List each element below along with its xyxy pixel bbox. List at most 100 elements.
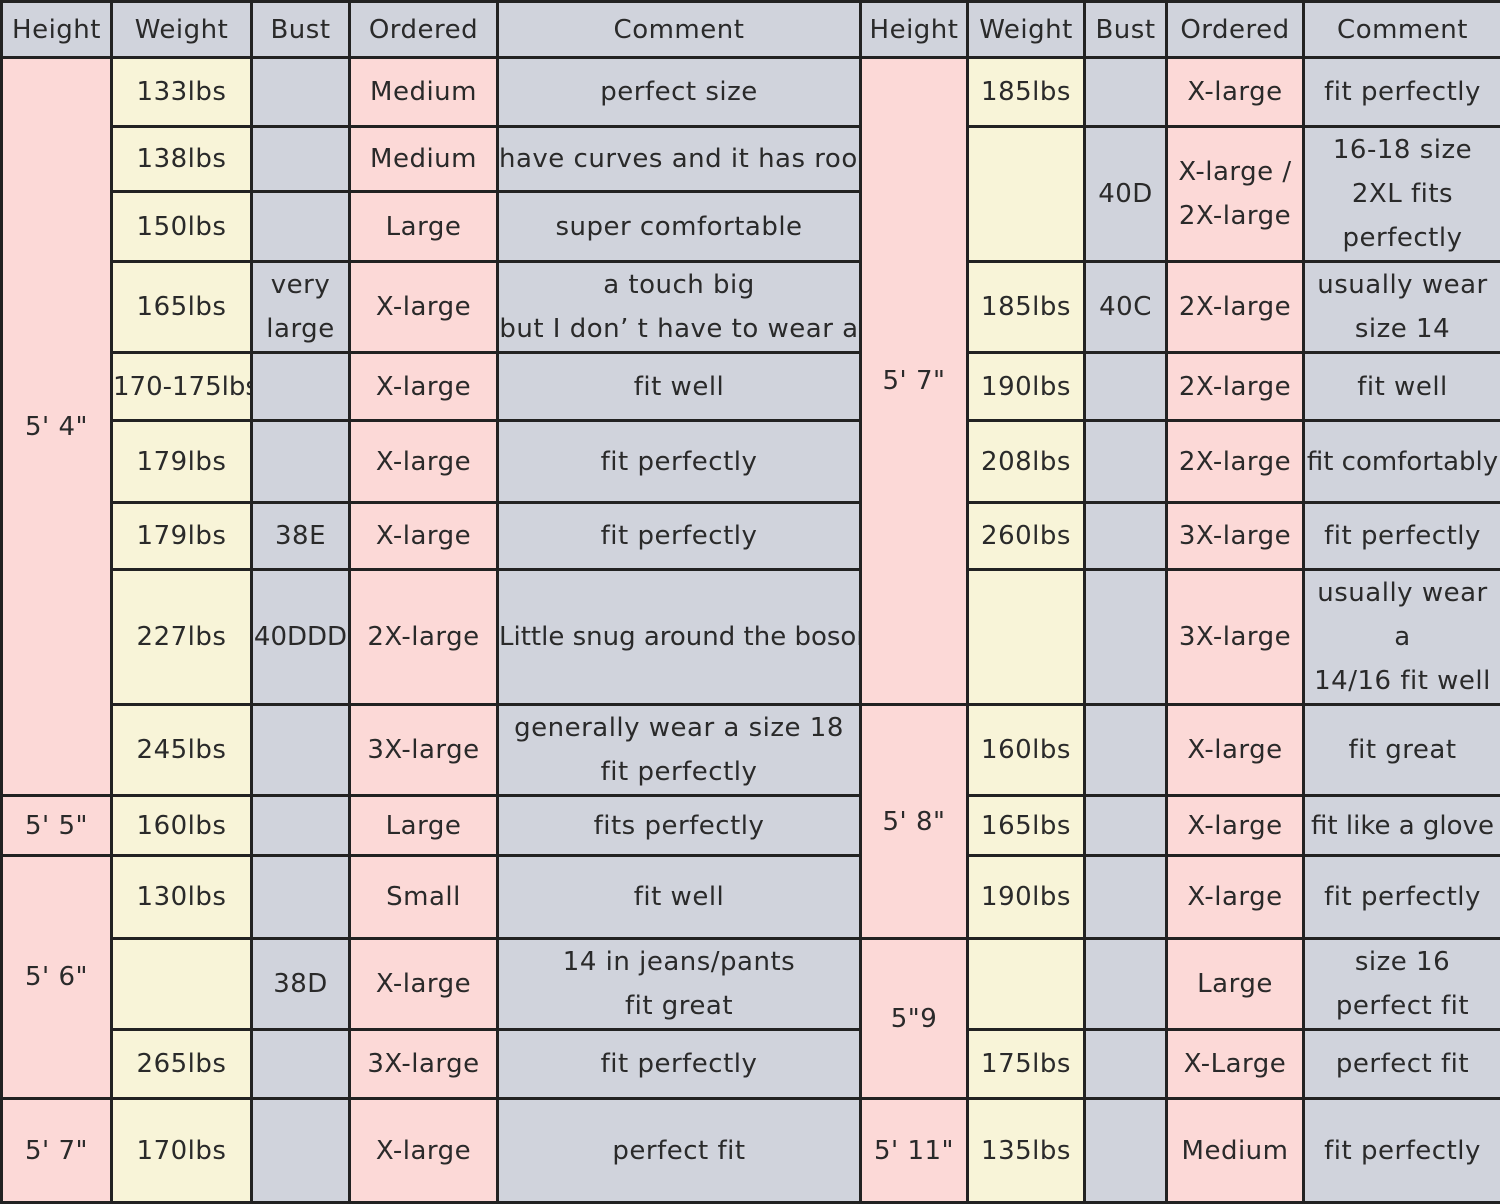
comment-cell: generally wear a size 18 fit perfectly — [498, 705, 861, 796]
weight-cell — [968, 570, 1085, 705]
bust-cell — [1085, 353, 1167, 421]
comment-cell: perfect size — [498, 58, 861, 127]
ordered-cell: 3X-large — [350, 1030, 498, 1099]
weight-cell: 208lbs — [968, 421, 1085, 503]
header-row: Height Weight Bust Ordered Comment Heigh… — [2, 2, 1500, 58]
bust-cell — [252, 796, 350, 856]
bust-cell — [1085, 503, 1167, 570]
height-cell: 5' 8" — [861, 705, 968, 939]
ordered-cell: Large — [350, 192, 498, 262]
ordered-cell: 3X-large — [350, 705, 498, 796]
table-row: 245lbs 3X-large generally wear a size 18… — [2, 705, 1500, 796]
table-row: 165lbs very large X-large a touch big bu… — [2, 262, 1500, 353]
ordered-cell: X-large — [1167, 705, 1304, 796]
height-cell: 5' 7" — [2, 1099, 112, 1203]
weight-cell: 260lbs — [968, 503, 1085, 570]
comment-cell: fit comfortably — [1304, 421, 1500, 503]
weight-cell: 138lbs — [112, 127, 252, 192]
bust-cell — [252, 1030, 350, 1099]
weight-cell: 160lbs — [112, 796, 252, 856]
ordered-cell: 3X-large — [1167, 503, 1304, 570]
ordered-cell: X-large — [350, 939, 498, 1030]
comment-cell: fit well — [498, 856, 861, 939]
header-height: Height — [2, 2, 112, 58]
comment-cell: fit perfectly — [1304, 856, 1500, 939]
bust-cell — [252, 856, 350, 939]
ordered-cell: X-large — [350, 353, 498, 421]
height-cell: 5' 4" — [2, 58, 112, 796]
weight-cell: 130lbs — [112, 856, 252, 939]
header-bust: Bust — [252, 2, 350, 58]
comment-cell: size 16 perfect fit — [1304, 939, 1500, 1030]
comment-cell: fit well — [498, 353, 861, 421]
bust-cell — [1085, 1099, 1167, 1203]
bust-cell: 40D — [1085, 127, 1167, 262]
comment-cell: fit perfectly — [498, 503, 861, 570]
table-row: 5' 7" 170lbs X-large perfect fit 5' 11" … — [2, 1099, 1500, 1203]
comment-cell: a touch big but I don’ t have to wear a — [498, 262, 861, 353]
ordered-cell: 3X-large — [1167, 570, 1304, 705]
header-weight: Weight — [112, 2, 252, 58]
bust-cell: very large — [252, 262, 350, 353]
weight-cell: 227lbs — [112, 570, 252, 705]
bust-cell — [1085, 705, 1167, 796]
ordered-cell: X-large — [350, 262, 498, 353]
header-comment: Comment — [1304, 2, 1500, 58]
comment-cell: Little snug around the bosom — [498, 570, 861, 705]
comment-cell: fit perfectly — [498, 1030, 861, 1099]
height-cell: 5' 11" — [861, 1099, 968, 1203]
weight-cell: 133lbs — [112, 58, 252, 127]
table-row: 170-175lbs X-large fit well 190lbs 2X-la… — [2, 353, 1500, 421]
bust-cell — [252, 421, 350, 503]
bust-cell — [252, 58, 350, 127]
weight-cell: 185lbs — [968, 262, 1085, 353]
bust-cell — [1085, 939, 1167, 1030]
comment-cell: fit perfectly — [498, 421, 861, 503]
comment-cell: 16-18 size 2XL fits perfectly — [1304, 127, 1500, 262]
comment-cell: usually wear a 14/16 fit well — [1304, 570, 1500, 705]
ordered-cell: Medium — [350, 127, 498, 192]
comment-cell: super comfortable — [498, 192, 861, 262]
weight-cell: 170-175lbs — [112, 353, 252, 421]
bust-cell: 40DDD — [252, 570, 350, 705]
table-row: 38D X-large 14 in jeans/pants fit great … — [2, 939, 1500, 1030]
header-ordered: Ordered — [1167, 2, 1304, 58]
table-row: 5' 5" 160lbs Large fits perfectly 165lbs… — [2, 796, 1500, 856]
bust-cell — [252, 1099, 350, 1203]
header-ordered: Ordered — [350, 2, 498, 58]
ordered-cell: 2X-large — [1167, 262, 1304, 353]
ordered-cell: Small — [350, 856, 498, 939]
bust-cell — [1085, 570, 1167, 705]
weight-cell — [968, 127, 1085, 262]
weight-cell: 179lbs — [112, 421, 252, 503]
bust-cell — [252, 353, 350, 421]
ordered-cell: 2X-large — [1167, 421, 1304, 503]
bust-cell — [252, 192, 350, 262]
table-row: 265lbs 3X-large fit perfectly 175lbs X-L… — [2, 1030, 1500, 1099]
ordered-cell: 2X-large — [1167, 353, 1304, 421]
comment-cell: fit like a glove — [1304, 796, 1500, 856]
ordered-cell: 2X-large — [350, 570, 498, 705]
comment-cell: perfect fit — [498, 1099, 861, 1203]
bust-cell — [1085, 856, 1167, 939]
weight-cell — [968, 939, 1085, 1030]
bust-cell — [1085, 796, 1167, 856]
ordered-cell: X-large — [1167, 856, 1304, 939]
table-row: 5' 4" 133lbs Medium perfect size 5' 7" 1… — [2, 58, 1500, 127]
ordered-cell: Large — [350, 796, 498, 856]
weight-cell: 170lbs — [112, 1099, 252, 1203]
table-row: 179lbs X-large fit perfectly 208lbs 2X-l… — [2, 421, 1500, 503]
ordered-cell: X-large — [1167, 58, 1304, 127]
bust-cell — [252, 127, 350, 192]
height-cell: 5' 7" — [861, 58, 968, 705]
ordered-cell: X-large — [350, 1099, 498, 1203]
bust-cell — [1085, 58, 1167, 127]
ordered-cell: Medium — [350, 58, 498, 127]
comment-cell: perfect fit — [1304, 1030, 1500, 1099]
weight-cell: 190lbs — [968, 856, 1085, 939]
bust-cell: 38D — [252, 939, 350, 1030]
ordered-cell: X-Large — [1167, 1030, 1304, 1099]
comment-cell: fit perfectly — [1304, 58, 1500, 127]
weight-cell: 165lbs — [968, 796, 1085, 856]
header-bust: Bust — [1085, 2, 1167, 58]
